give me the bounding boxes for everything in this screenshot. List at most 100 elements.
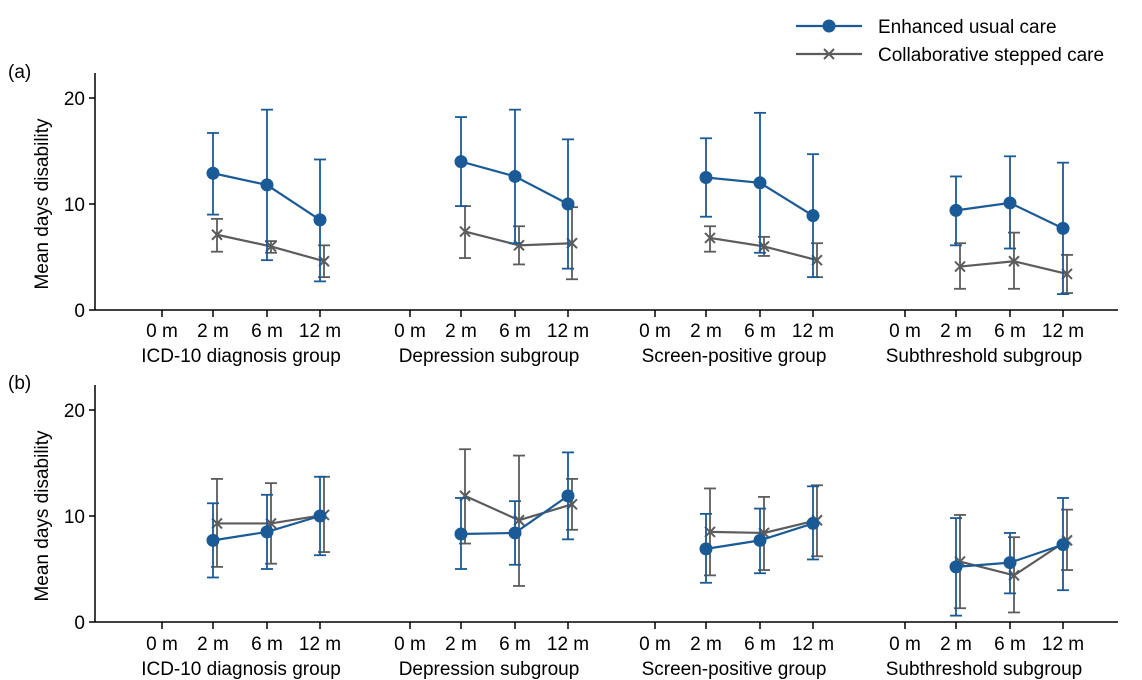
series-collaborative-stepped-care [954, 231, 1073, 294]
data-point [508, 169, 522, 183]
panels: (a) 0 10 20 Mean days disability 0 m 2 m 6 m 12 … [8, 62, 1118, 680]
data-point [1003, 196, 1017, 210]
group-label: ICD-10 diagnosis group [141, 346, 341, 367]
data-point [806, 516, 820, 530]
x-tick-label: 0 m [889, 321, 921, 342]
group-label: Screen-positive group [642, 659, 827, 680]
data-point [1056, 538, 1070, 552]
x-tick-label: 0 m [394, 634, 426, 655]
series-collaborative-stepped-care [459, 205, 578, 281]
x-tick-label: 2 m [197, 634, 229, 655]
series-collaborative-stepped-care [704, 225, 823, 279]
series-enhanced-usual-care [699, 111, 820, 279]
data-point [459, 225, 471, 238]
data-point [1008, 255, 1020, 267]
data-point [1056, 221, 1070, 235]
x-tick-label: 2 m [690, 321, 722, 342]
x-tick-label: 12 m [792, 634, 834, 655]
legend: Enhanced usual care Collaborative stepped… [796, 17, 1104, 66]
x-tick-label: 6 m [994, 321, 1026, 342]
group-1: 0 m 2 m 6 m 12 m Depression subgroup [394, 448, 589, 680]
panel-label: (b) [8, 373, 31, 394]
data-point [806, 209, 820, 223]
panel-label: (a) [8, 62, 31, 83]
data-point [260, 525, 274, 539]
data-point [949, 203, 963, 217]
group-1: 0 m 2 m 6 m 12 m Depression subgroup [394, 108, 589, 367]
group-3: 0 m 2 m 6 m 12 m Subthreshold subgroup [886, 497, 1084, 680]
group-label: Screen-positive group [642, 346, 827, 367]
data-point [313, 213, 327, 227]
x-tick-label: 2 m [445, 321, 477, 342]
group-label: Depression subgroup [399, 346, 580, 367]
x-tick-label: 12 m [1042, 634, 1084, 655]
x-tick-label: 0 m [394, 321, 426, 342]
x-tick-label: 6 m [251, 634, 283, 655]
x-tick-label: 0 m [146, 321, 178, 342]
data-point [260, 178, 274, 192]
legend-marker-x [823, 48, 835, 60]
data-point [699, 171, 713, 184]
y-tick-label-0: 0 [74, 301, 85, 322]
x-tick-label: 2 m [690, 634, 722, 655]
legend-label-0: Enhanced usual care [878, 17, 1057, 38]
data-point [704, 232, 716, 244]
series-enhanced-usual-care [949, 155, 1070, 296]
data-point [313, 509, 327, 523]
x-tick-label: 6 m [994, 634, 1026, 655]
data-point [508, 526, 522, 540]
data-point [954, 260, 966, 273]
x-tick-label: 12 m [547, 321, 589, 342]
panel-a: (a) 0 10 20 Mean days disability 0 m 2 m 6 m 12 … [8, 62, 1118, 367]
data-point [454, 155, 468, 169]
x-tick-label: 0 m [639, 321, 671, 342]
x-tick-label: 12 m [299, 321, 341, 342]
y-tick-label-20: 20 [64, 89, 85, 110]
series-collaborative-stepped-care [704, 484, 823, 577]
x-tick-label: 0 m [889, 634, 921, 655]
series-enhanced-usual-care [949, 497, 1070, 617]
group-3: 0 m 2 m 6 m 12 m Subthreshold subgroup [886, 155, 1084, 367]
data-point [206, 533, 220, 547]
group-label: Subthreshold subgroup [886, 346, 1082, 367]
y-tick-label-0: 0 [74, 613, 85, 634]
series-enhanced-usual-care [206, 475, 327, 579]
group-2: 0 m 2 m 6 m 12 m Screen-positive group [639, 111, 834, 367]
panel-b: (b) 0 10 20 Mean days disability 0 m 2 m 6 m 12 … [8, 373, 1118, 680]
group-label: ICD-10 diagnosis group [141, 659, 341, 680]
data-point [211, 229, 223, 241]
series-collaborative-stepped-care [211, 217, 330, 279]
series-enhanced-usual-care [454, 108, 575, 270]
data-point [206, 166, 220, 180]
x-tick-label: 12 m [792, 321, 834, 342]
y-axis-label: Mean days disability [32, 430, 53, 602]
x-tick-label: 2 m [940, 634, 972, 655]
series-collaborative-stepped-care [211, 475, 330, 568]
group-label: Subthreshold subgroup [886, 659, 1082, 680]
series-enhanced-usual-care [454, 451, 575, 570]
data-point [1003, 556, 1017, 570]
data-point [949, 560, 963, 574]
group-2: 0 m 2 m 6 m 12 m Screen-positive group [639, 484, 834, 680]
x-tick-label: 0 m [639, 634, 671, 655]
x-tick-label: 12 m [547, 634, 589, 655]
x-tick-label: 2 m [445, 634, 477, 655]
group-0: 0 m 2 m 6 m 12 m ICD-10 diagnosis group [141, 475, 341, 680]
group-0: 0 m 2 m 6 m 12 m ICD-10 diagnosis group [141, 108, 341, 367]
x-tick-label: 12 m [1042, 321, 1084, 342]
data-point [753, 176, 767, 190]
series-enhanced-usual-care [206, 108, 327, 283]
legend-label-1: Collaborative stepped care [878, 45, 1104, 66]
x-tick-label: 12 m [299, 634, 341, 655]
x-tick-label: 6 m [744, 321, 776, 342]
x-tick-label: 2 m [197, 321, 229, 342]
data-point [699, 542, 713, 556]
data-point [561, 197, 575, 211]
series-enhanced-usual-care [699, 485, 820, 584]
legend-marker-circle [822, 19, 836, 33]
x-tick-label: 6 m [251, 321, 283, 342]
x-tick-label: 2 m [940, 321, 972, 342]
data-point [454, 527, 468, 541]
x-tick-label: 6 m [499, 321, 531, 342]
